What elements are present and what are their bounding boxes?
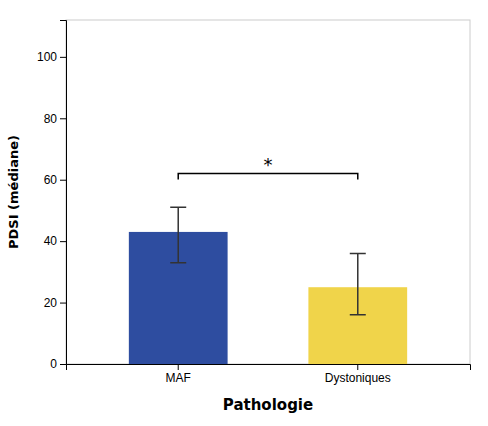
error-bar bbox=[350, 253, 366, 314]
x-tick-mark bbox=[178, 364, 179, 370]
x-tick-label: Dystoniques bbox=[325, 371, 391, 385]
y-axis: 0 20 40 60 80 100 bbox=[37, 21, 67, 372]
y-tick-mark bbox=[60, 241, 66, 242]
annotations: * bbox=[264, 154, 273, 175]
error-bar bbox=[170, 207, 186, 262]
y-tick-label: 80 bbox=[44, 112, 58, 126]
x-tick: MAF bbox=[166, 364, 191, 385]
y-tick: 0 bbox=[50, 357, 66, 371]
marks bbox=[129, 174, 407, 364]
y-tick-label: 100 bbox=[37, 50, 57, 64]
x-axis-title: Pathologie bbox=[223, 396, 313, 414]
y-tick-label: 40 bbox=[44, 234, 58, 248]
y-tick: 80 bbox=[44, 112, 66, 126]
y-tick-mark bbox=[60, 303, 66, 304]
y-tick: 100 bbox=[37, 50, 66, 64]
plot: * 0 20 40 60 80 100 MAF Dystoniques bbox=[37, 20, 471, 385]
y-tick-mark bbox=[60, 118, 66, 119]
x-axis: MAF Dystoniques bbox=[67, 364, 471, 385]
x-tick-mark bbox=[357, 364, 358, 370]
y-tick-label: 60 bbox=[44, 173, 58, 187]
y-axis-line bbox=[60, 21, 67, 365]
x-tick-label: MAF bbox=[166, 371, 191, 385]
chart: * 0 20 40 60 80 100 MAF Dystoniques Pathologie PDS… bbox=[0, 0, 488, 426]
y-axis-title: PDSI (médiane) bbox=[6, 135, 21, 249]
y-tick: 60 bbox=[44, 173, 66, 187]
y-tick-mark bbox=[60, 180, 66, 181]
y-tick-mark bbox=[60, 364, 66, 365]
y-tick-label: 20 bbox=[44, 296, 58, 310]
y-tick-label: 0 bbox=[50, 357, 57, 371]
plot-frame bbox=[66, 20, 470, 364]
y-tick-mark bbox=[60, 57, 66, 58]
y-tick: 40 bbox=[44, 234, 66, 248]
annotation: * bbox=[264, 154, 273, 175]
x-axis-line bbox=[67, 365, 471, 371]
y-tick: 20 bbox=[44, 296, 66, 310]
x-tick: Dystoniques bbox=[325, 364, 391, 385]
